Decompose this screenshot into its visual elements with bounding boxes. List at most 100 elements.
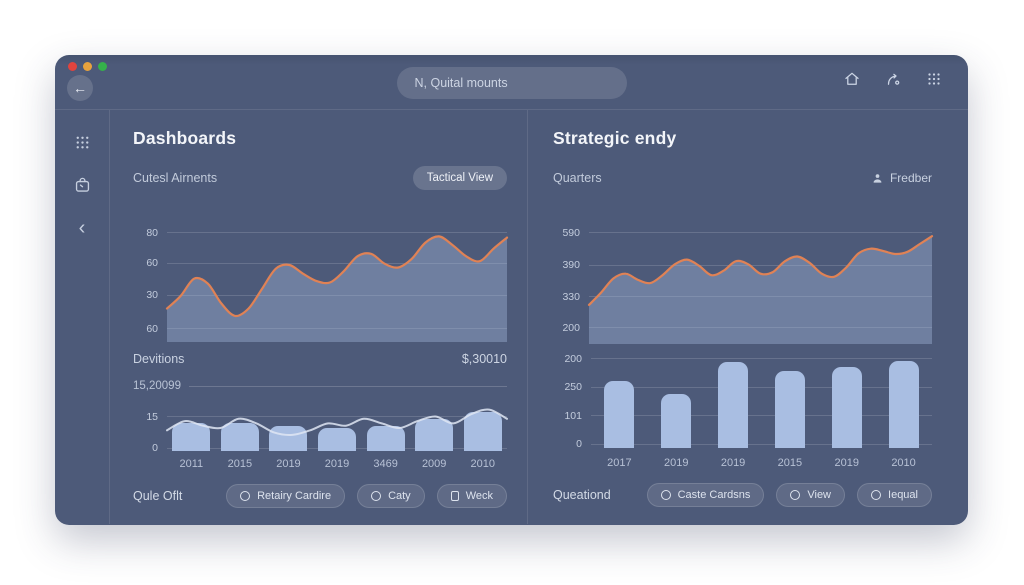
circle-icon [871, 490, 882, 500]
bar [172, 423, 211, 451]
topbar-icons [842, 69, 944, 89]
button-label: Weck [465, 490, 493, 502]
app-window: ← N, Quital mounts [55, 55, 968, 525]
back-button[interactable]: ← [67, 75, 93, 101]
home-button[interactable] [842, 69, 862, 89]
y-tick-label: 30 [146, 289, 158, 302]
strategic-panel: Strategic endy Quarters Fredber 590 390 33… [528, 110, 968, 524]
main-content: Dashboards Cutesl Airnents Tactical View… [110, 110, 968, 524]
button-label: Caty [388, 490, 411, 502]
x-tick-label: 2019 [324, 458, 350, 470]
grid-icon [76, 136, 88, 148]
y-tick-label: 330 [562, 290, 580, 303]
bar [366, 425, 405, 451]
bar [318, 428, 357, 451]
left-line-chart: 80 60 30 60 [133, 219, 509, 342]
trend-line [165, 235, 509, 318]
x-tick-label: 3469 [373, 458, 398, 470]
search-input[interactable]: N, Quital mounts [396, 67, 627, 99]
x-tick-label: 2011 [179, 458, 204, 470]
y-tick-label: 15 [146, 410, 158, 423]
tactical-view-button[interactable]: Tactical View [412, 166, 507, 190]
person-icon [873, 173, 882, 183]
left-bar-chart: 15 0 2011 2015 2019 2019 3469 2009 2010 [133, 405, 508, 471]
user-chip[interactable]: Fredber [871, 171, 932, 185]
bar [774, 370, 805, 448]
bar [415, 418, 454, 451]
bar [661, 394, 692, 448]
rail-clipboard-button[interactable] [72, 175, 92, 195]
clipboard-icon [75, 177, 89, 192]
rail-apps-button[interactable] [72, 132, 92, 152]
x-tick-label: 2009 [421, 458, 447, 470]
caste-cardsns-button[interactable]: Caste Cardsns [646, 483, 765, 507]
y-tick-label: 590 [562, 226, 580, 239]
x-tick-label: 2010 [891, 457, 916, 469]
divider-line [188, 385, 507, 387]
x-tick-label: 2019 [720, 457, 746, 469]
y-tick-label: 60 [146, 322, 158, 335]
traffic-lights [68, 62, 107, 71]
y-tick-label: 0 [576, 438, 582, 451]
y-tick-label: 60 [146, 257, 158, 270]
stats-label: Devitions [133, 352, 185, 366]
right-bar-chart: 200 250 101 0 2017 2019 2019 2015 2019 2010 [553, 352, 932, 470]
area-fill [589, 236, 932, 344]
dashboards-panel: Dashboards Cutesl Airnents Tactical View… [110, 110, 528, 524]
x-tick-label: 2019 [664, 457, 689, 469]
bar [463, 411, 502, 451]
rail-collapse-button[interactable]: ‹ [72, 216, 92, 239]
caty-button[interactable]: Caty [357, 484, 425, 508]
left-rail: ‹ [55, 110, 110, 524]
button-label: View [807, 489, 832, 501]
close-button[interactable] [68, 62, 77, 71]
share-button[interactable] [883, 69, 903, 89]
button-label: Caste Cardsns [677, 489, 751, 501]
y-tick-label: 200 [564, 352, 582, 365]
bar [604, 380, 635, 448]
panel-subtitle: Cutesl Airnents [133, 171, 218, 185]
x-tick-label: 2019 [276, 458, 301, 470]
trend-line [587, 235, 934, 306]
apps-button[interactable] [924, 69, 944, 89]
button-label: Retairy Cardire [257, 490, 332, 502]
x-tick-label: 2017 [607, 457, 632, 469]
right-line-chart: 590 390 330 200 [553, 219, 934, 344]
y-tick-label: 101 [564, 409, 582, 422]
bar [220, 423, 259, 451]
stats-value: $,30010 [461, 352, 507, 366]
circled-arrow-icon [240, 491, 251, 501]
home-icon [845, 72, 859, 85]
minimize-button[interactable] [83, 62, 92, 71]
stats-sub-value: 15,20099 [133, 380, 181, 392]
top-bar: ← N, Quital mounts [55, 55, 968, 110]
iequal-button[interactable]: Iequal [857, 483, 932, 507]
retairy-cardire-button[interactable]: Retairy Cardire [226, 484, 346, 508]
view-button[interactable]: View [776, 483, 846, 507]
x-tick-label: 2010 [470, 458, 495, 470]
bar [718, 362, 749, 448]
circle-icon [790, 490, 801, 500]
share-icon [887, 73, 900, 85]
y-tick-label: 200 [562, 321, 580, 334]
overlay-line [166, 408, 508, 436]
chevron-left-icon: ‹ [78, 216, 86, 239]
x-tick-label: 2015 [227, 458, 253, 470]
y-tick-label: 0 [152, 442, 158, 455]
circled-check-icon [660, 490, 671, 500]
page-title: Strategic endy [553, 128, 677, 148]
weck-button[interactable]: Weck [436, 484, 507, 508]
footer-label: Queationd [553, 488, 611, 502]
page-title: Dashboards [133, 128, 237, 148]
footer-label: Qule Oflt [133, 489, 183, 503]
user-name: Fredber [889, 171, 932, 185]
grid-icon [928, 73, 940, 85]
button-label: Iequal [888, 489, 918, 501]
zoom-button[interactable] [98, 62, 107, 71]
panel-subtitle: Quarters [553, 171, 602, 185]
drop-icon [371, 491, 382, 501]
search-text: N, Quital mounts [414, 76, 508, 90]
y-tick-label: 390 [562, 259, 580, 272]
y-tick-label: 80 [146, 226, 158, 239]
doc-icon [450, 491, 459, 501]
